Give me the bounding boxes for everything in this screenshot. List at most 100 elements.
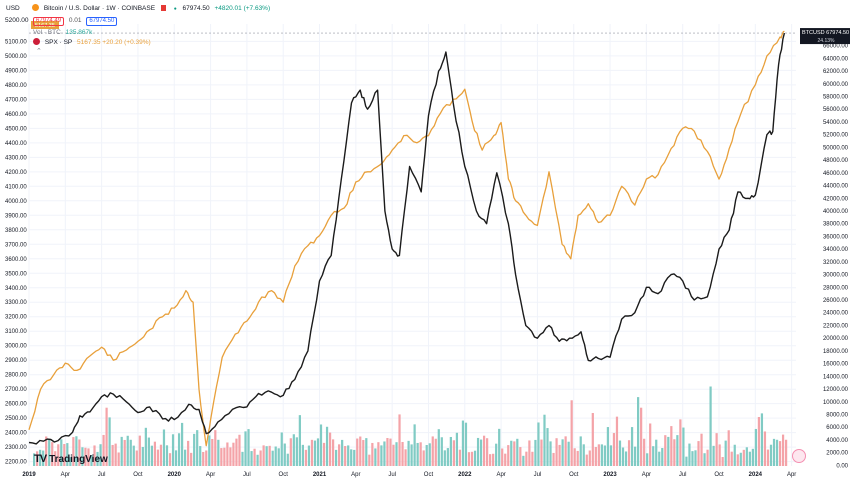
volume-bar: [748, 451, 751, 466]
right-axis-tick-label: 2000.00: [826, 451, 848, 457]
volume-bar: [688, 443, 691, 466]
bitcoin-icon: [32, 4, 39, 11]
volume-bar: [117, 452, 120, 466]
right-axis-tick-label: 10000.00: [823, 400, 849, 406]
x-axis-tick-label: Jul: [243, 472, 251, 478]
volume-bar: [591, 413, 594, 466]
right-axis-tick-label: 54000.00: [823, 120, 849, 126]
volume-bar: [368, 454, 371, 466]
volume-bar: [437, 429, 440, 466]
volume-bar: [374, 448, 377, 466]
volume-bar: [66, 443, 69, 466]
x-axis-tick-label: Apr: [496, 472, 505, 478]
left-axis-tick-label: 4000.00: [5, 199, 27, 205]
btc-badge-symbol: BTCUSD 67974.50: [802, 30, 849, 36]
volume-bar: [168, 453, 172, 466]
right-axis-tick-label: 66000.00: [823, 44, 849, 50]
left-axis-top-value: 5200.00: [5, 17, 29, 24]
event-marker-icon[interactable]: [792, 449, 806, 463]
volume-bar: [476, 437, 480, 466]
volume-bar: [190, 452, 193, 466]
volume-bar: [135, 450, 138, 466]
left-axis-tick-label: 3400.00: [5, 286, 27, 292]
volume-bar: [504, 453, 507, 466]
time-axis[interactable]: 2019 Apr Jul Oct 2020 Apr Jul Oct 2021 Apr Jul Oct 2…: [22, 472, 796, 478]
volume-bar: [712, 445, 715, 466]
volume-bar: [259, 450, 262, 466]
left-price-axis[interactable]: 5100.00 5000.00 4900.00 4800.00 4700.00 4600.…: [5, 39, 27, 465]
volume-bar: [174, 450, 178, 466]
volume-bar: [36, 451, 39, 466]
volume-bar: [132, 445, 135, 466]
flag-icon: [160, 5, 166, 11]
right-price-axis[interactable]: 66000.00 64000.00 62000.00 60000.00 58000.00…: [823, 44, 849, 470]
volume-bar: [694, 450, 697, 466]
volume-bar: [479, 439, 483, 466]
currency-label[interactable]: USD: [6, 4, 20, 13]
volume-bar: [271, 450, 274, 466]
spread-value: 0.01: [68, 17, 82, 24]
volume-bar: [78, 439, 81, 466]
series-line-spx: [28, 30, 785, 447]
volume-bar: [350, 449, 353, 466]
x-axis-tick-label: Apr: [642, 472, 651, 478]
volume-bar: [546, 428, 549, 466]
spx-legend[interactable]: SPX · SP 5167.35 +20.20 (+0.39%): [33, 38, 151, 47]
volume-bar: [573, 448, 576, 466]
volume-bar: [766, 449, 770, 466]
left-axis-tick-label: 3500.00: [5, 271, 27, 277]
volume-bar: [564, 436, 567, 466]
volume-bar: [108, 417, 111, 466]
volume-bar: [63, 444, 66, 466]
ask-price-button[interactable]: 67974.50: [86, 17, 118, 26]
left-axis-tick-label: 3000.00: [5, 344, 27, 350]
order-prices: 67974.49 0.01 67974.50: [33, 16, 120, 26]
volume-bar: [570, 400, 573, 466]
volume-bar: [449, 436, 452, 466]
x-axis-tick-label: Apr: [206, 472, 215, 478]
volume-bar: [325, 426, 329, 466]
right-axis-tick-label: 8000.00: [826, 412, 848, 418]
x-axis-tick-label: Oct: [133, 472, 143, 478]
right-axis-tick-label: 22000.00: [823, 323, 849, 329]
volume-bar: [781, 434, 785, 466]
volume-legend[interactable]: Vol · BTC 135.867k: [33, 28, 92, 37]
left-axis-tick-label: 5100.00: [5, 39, 27, 45]
volume-bar: [470, 451, 474, 466]
volume-bar: [757, 417, 761, 466]
right-axis-tick-label: 18000.00: [823, 349, 849, 355]
volume-bar: [45, 436, 48, 466]
volume-bar: [141, 446, 144, 466]
x-axis-tick-label: Oct: [279, 472, 289, 478]
x-axis-tick-label: Oct: [569, 472, 579, 478]
x-axis-tick-label: 2019: [22, 472, 36, 478]
series-legend-main[interactable]: Bitcoin / U.S. Dollar · 1W · COINBASE ● …: [32, 4, 270, 14]
volume-bar: [609, 445, 613, 466]
volume-bar: [338, 444, 341, 466]
volume-bar: [489, 454, 492, 466]
tradingview-logo[interactable]: TV TradingView: [34, 453, 108, 465]
left-axis-tick-label: 4300.00: [5, 155, 27, 161]
collapse-legend-icon[interactable]: ⌃: [36, 48, 42, 55]
volume-bar: [283, 443, 286, 466]
volume-bar: [123, 439, 126, 466]
volume-bar: [395, 442, 398, 466]
bid-price-button[interactable]: 67974.49: [33, 17, 65, 26]
x-axis-tick-label: Apr: [351, 472, 360, 478]
volume-bar: [377, 442, 380, 466]
volume-bar: [679, 419, 682, 466]
volume-bar: [727, 430, 730, 466]
volume-bar: [531, 451, 534, 466]
volume-bar: [72, 437, 75, 466]
volume-bar: [153, 441, 157, 466]
volume-bar: [428, 443, 431, 466]
volume-bar: [286, 453, 289, 466]
volume-bar: [778, 441, 782, 466]
volume-bar: [238, 434, 241, 466]
volume-bar: [458, 449, 462, 466]
volume-bar: [265, 446, 268, 466]
volume-bar: [365, 438, 368, 466]
volume-bar: [144, 427, 147, 466]
volume-bar: [51, 442, 54, 466]
